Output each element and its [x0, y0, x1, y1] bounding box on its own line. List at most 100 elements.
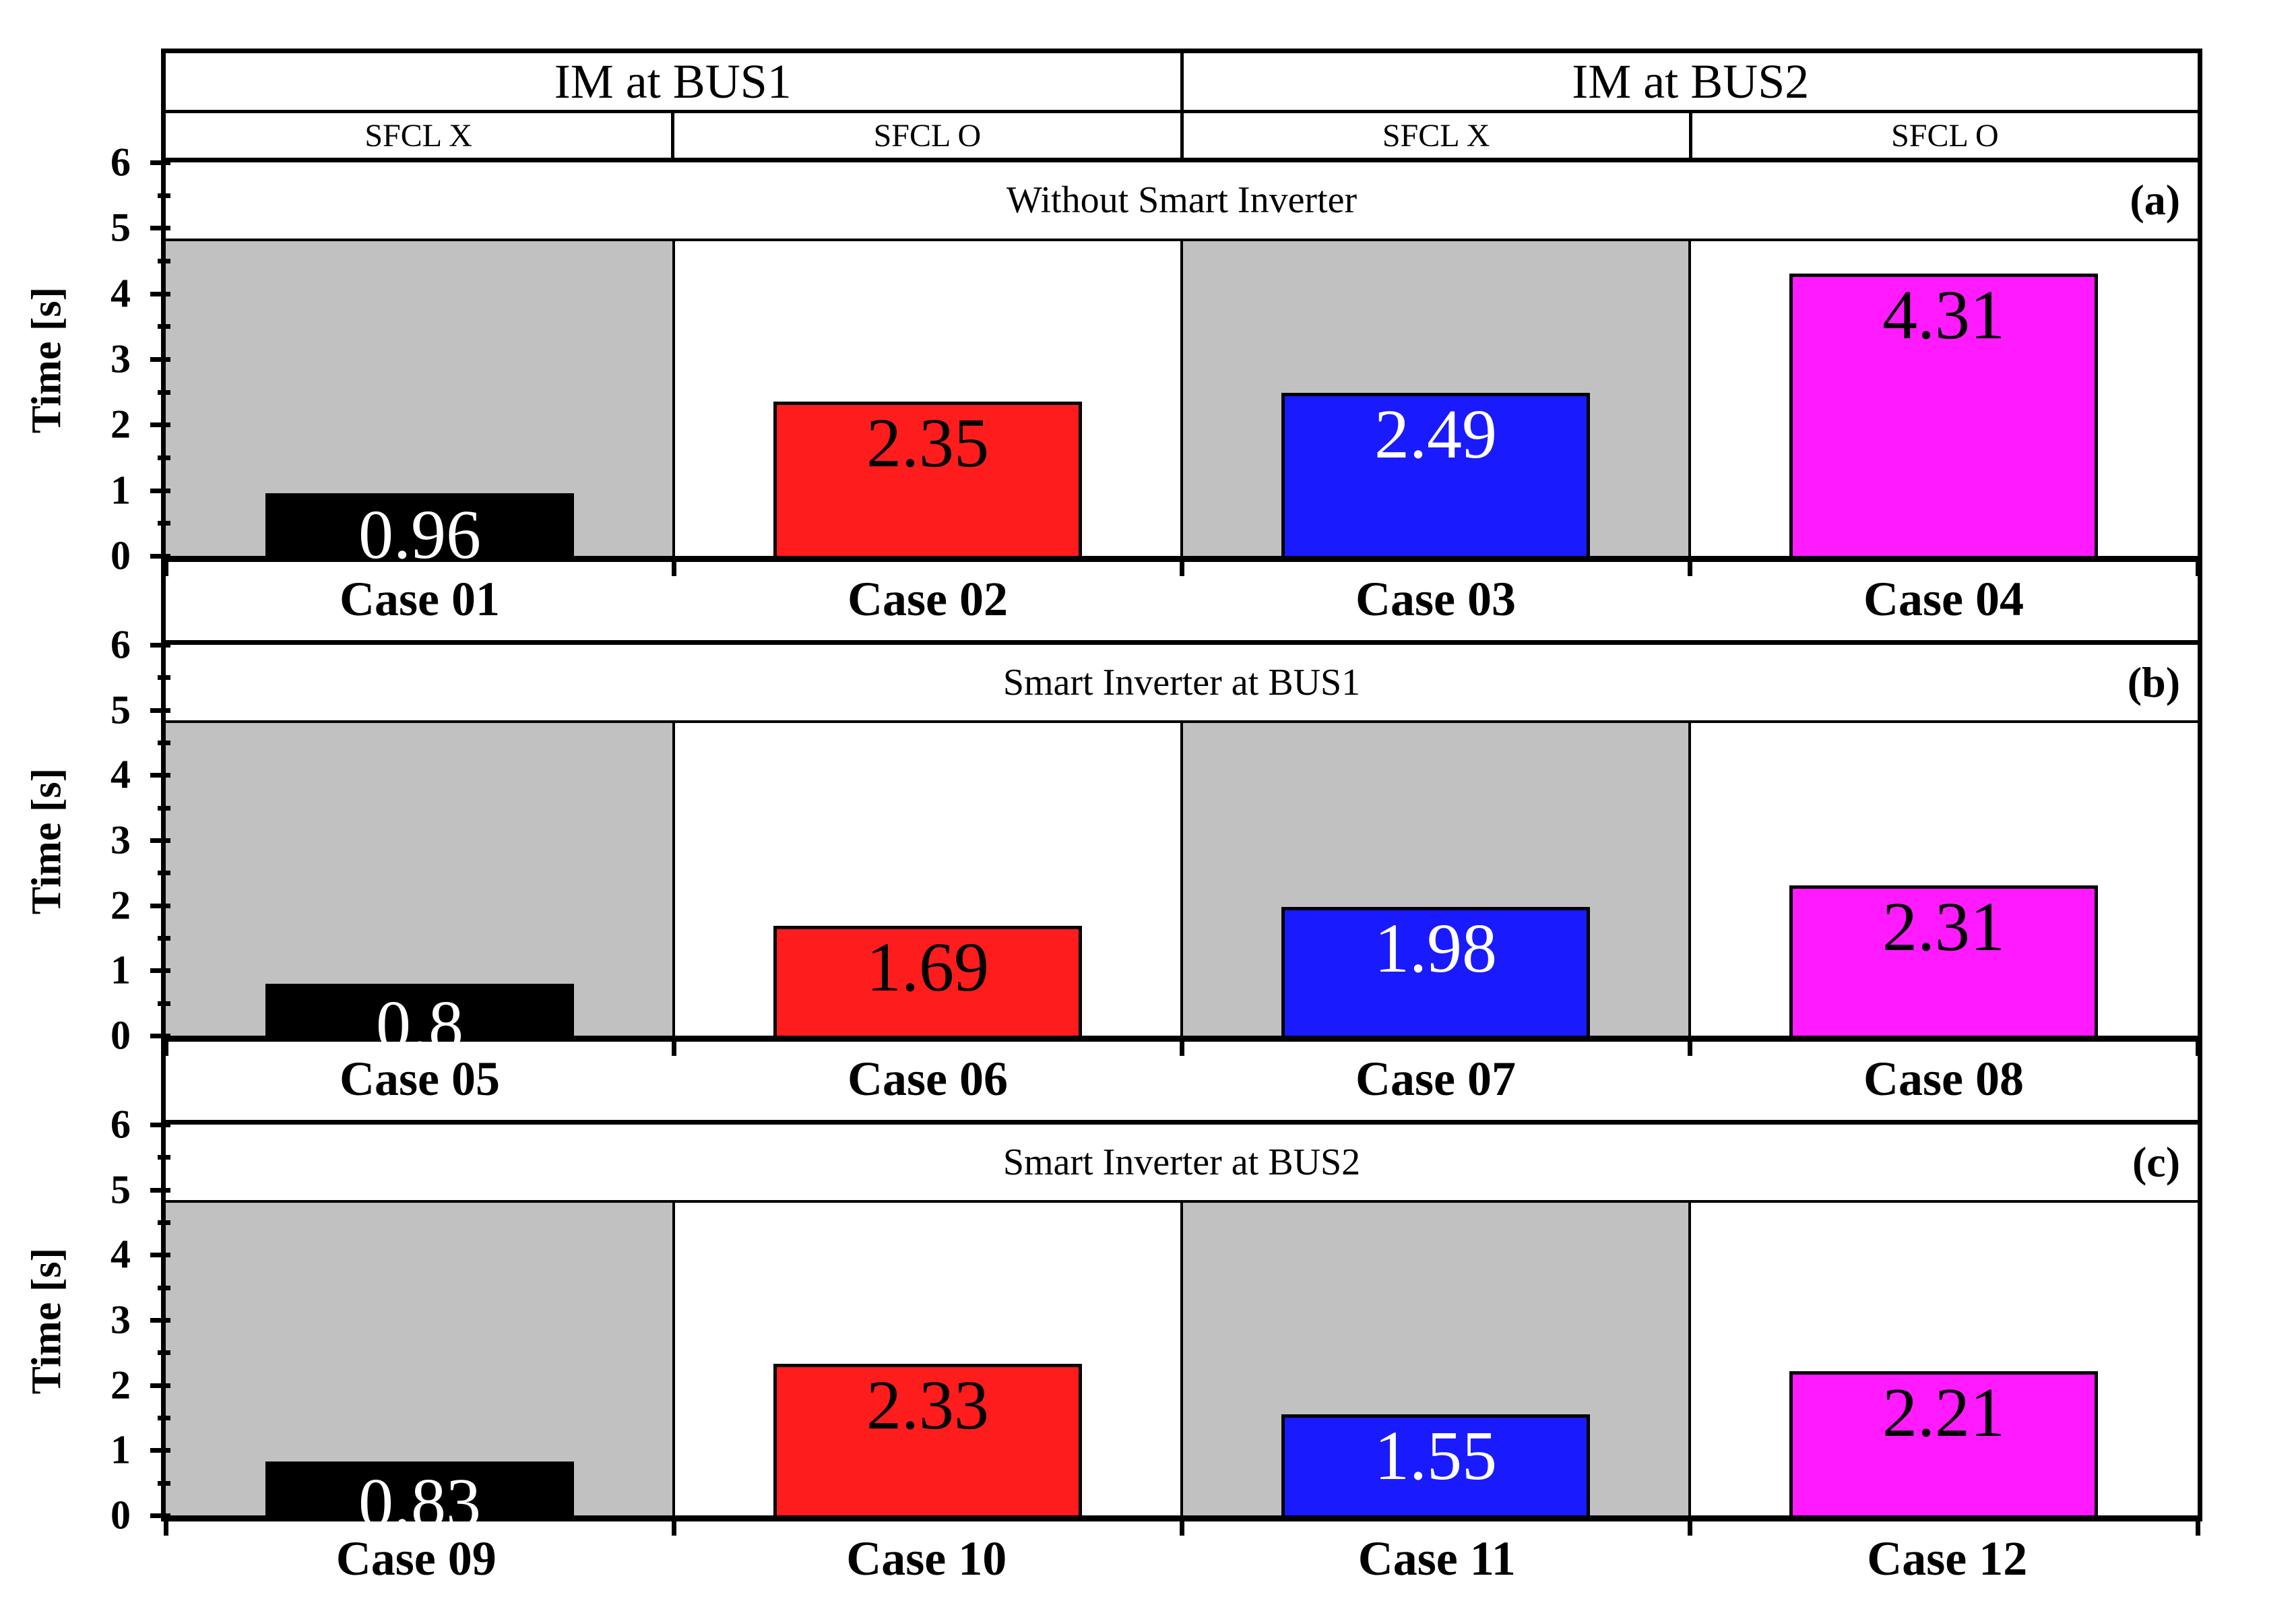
column-divider — [1688, 723, 1691, 1036]
case-label: Case 03 — [1356, 572, 1516, 626]
x-axis-tick — [672, 1036, 676, 1056]
y-minor-tick — [158, 1416, 170, 1420]
bar-value-label: 2.33 — [866, 1366, 989, 1444]
y-tick-label: 6 — [110, 1102, 131, 1147]
case-label: Case 09 — [336, 1532, 497, 1585]
y-tick-label: 3 — [110, 1297, 131, 1342]
case-label: Case 04 — [1863, 572, 2024, 626]
x-axis-tick — [2196, 1515, 2200, 1536]
y-tick-label: 3 — [110, 817, 131, 862]
x-axis-tick — [1688, 1515, 1692, 1536]
bar-case-09: 0.83 — [265, 1461, 575, 1540]
y-tick-label: 3 — [110, 336, 131, 381]
y-major-tick — [150, 160, 170, 165]
panel-b-plot: Smart Inverter at BUS1 (b) 0 1 2 3 4 5 6 0.8 1.6… — [110, 623, 2202, 1062]
y-axis-title-text: Time [s] — [24, 767, 70, 914]
y-major-tick — [150, 1318, 170, 1323]
bar-value-label: 0.8 — [375, 986, 464, 1064]
case-label: Case 05 — [340, 1052, 500, 1106]
panel-b-tag: (b) — [2127, 658, 2180, 706]
shaded-column — [166, 723, 674, 1036]
subheader-bus1-sfclo: SFCL O — [674, 113, 1184, 158]
y-tick-label: 1 — [110, 947, 131, 993]
y-axis-title-panel-c: Time [s] — [20, 1120, 74, 1521]
y-tick-label: 4 — [110, 271, 131, 316]
column-divider — [1688, 1203, 1691, 1515]
bar-case-07: 1.98 — [1281, 906, 1591, 1036]
y-tick-label: 2 — [110, 402, 131, 447]
subheader-bus1-sfclx: SFCL X — [166, 113, 675, 158]
bar-case-05: 0.8 — [265, 983, 575, 1062]
y-tick-label: 2 — [110, 883, 131, 928]
bar-case-11: 1.55 — [1281, 1414, 1591, 1515]
case-label: Case 01 — [340, 572, 500, 626]
group-header-bus2: IM at BUS2 — [1572, 54, 1810, 108]
case-label: Case 12 — [1867, 1532, 2028, 1585]
bar-case-01: 0.96 — [265, 493, 575, 571]
y-minor-tick — [158, 871, 170, 876]
y-minor-tick — [158, 1350, 170, 1356]
y-tick-label: 5 — [110, 1167, 131, 1212]
panel-a-case-labels: Case 01 Case 02 Case 03 Case 04 — [161, 562, 2202, 640]
y-major-tick — [150, 968, 170, 974]
y-minor-tick — [158, 521, 170, 526]
column-divider — [1180, 1203, 1183, 1515]
y-axis-title-text: Time [s] — [24, 1247, 70, 1394]
panel-a-title: Without Smart Inverter — [1006, 179, 1358, 222]
case-label: Case 07 — [1356, 1052, 1516, 1106]
x-axis-tick — [1180, 1036, 1184, 1056]
case-label: Case 06 — [848, 1052, 1008, 1106]
bar-value-label: 2.31 — [1882, 887, 2005, 966]
y-axis-title-panel-b: Time [s] — [20, 640, 74, 1042]
y-major-tick — [150, 903, 170, 908]
y-minor-tick — [158, 455, 170, 460]
y-tick-label: 6 — [110, 622, 131, 667]
panel-c-case-labels: Case 09 Case 10 Case 11 Case 12 — [161, 1521, 2202, 1603]
y-major-tick — [150, 488, 170, 493]
group-header-row: IM at BUS1 IM at BUS2 — [161, 49, 2202, 113]
bar-case-06: 1.69 — [773, 925, 1083, 1036]
y-tick-label: 0 — [110, 1492, 131, 1538]
subheader-bus2-sfclx: SFCL X — [1184, 113, 1692, 158]
bar-case-04: 4.31 — [1789, 273, 2099, 556]
y-tick-label: 1 — [110, 1427, 131, 1472]
y-major-tick — [150, 773, 170, 778]
column-divider — [1180, 241, 1183, 556]
y-major-tick — [150, 1448, 170, 1453]
y-minor-tick — [158, 741, 170, 745]
y-minor-tick — [158, 1285, 170, 1290]
bar-value-label: 0.83 — [358, 1464, 481, 1542]
panel-c-subtitle-band: Smart Inverter at BUS2 (c) — [166, 1125, 2198, 1203]
y-major-tick — [150, 1253, 170, 1258]
panel-a-plot: Without Smart Inverter (a) 0 1 2 3 4 5 6 0.96 2.… — [110, 140, 2202, 578]
bar-case-12: 2.21 — [1789, 1371, 2099, 1515]
y-tick-label: 4 — [110, 1232, 131, 1277]
x-axis-tick — [1688, 1036, 1692, 1056]
y-minor-tick — [158, 193, 170, 198]
bar-value-label: 2.35 — [866, 404, 989, 482]
y-major-tick — [150, 291, 170, 296]
column-divider — [1180, 723, 1183, 1036]
y-major-tick — [150, 1513, 170, 1518]
y-major-tick — [150, 357, 170, 362]
bar-value-label: 2.49 — [1374, 395, 1497, 473]
panel-b-subtitle-band: Smart Inverter at BUS1 (b) — [166, 645, 2198, 723]
case-label: Case 10 — [846, 1532, 1007, 1585]
y-major-tick — [150, 226, 170, 231]
y-minor-tick — [158, 675, 170, 681]
y-tick-label: 5 — [110, 687, 131, 732]
group-header-bus1: IM at BUS1 — [166, 53, 1184, 110]
y-minor-tick — [158, 389, 170, 395]
y-tick-label: 4 — [110, 752, 131, 797]
case-label: Case 02 — [848, 572, 1008, 626]
bar-value-label: 1.55 — [1374, 1417, 1497, 1495]
y-minor-tick — [158, 1480, 170, 1486]
x-axis-tick — [164, 556, 168, 576]
y-major-tick — [150, 422, 170, 428]
x-axis-tick — [164, 1036, 168, 1056]
y-major-tick — [150, 708, 170, 713]
y-axis-title-text: Time [s] — [24, 286, 70, 433]
x-axis-tick — [1688, 556, 1692, 576]
subgroup-header-row: SFCL X SFCL O SFCL X SFCL O — [161, 113, 2202, 158]
